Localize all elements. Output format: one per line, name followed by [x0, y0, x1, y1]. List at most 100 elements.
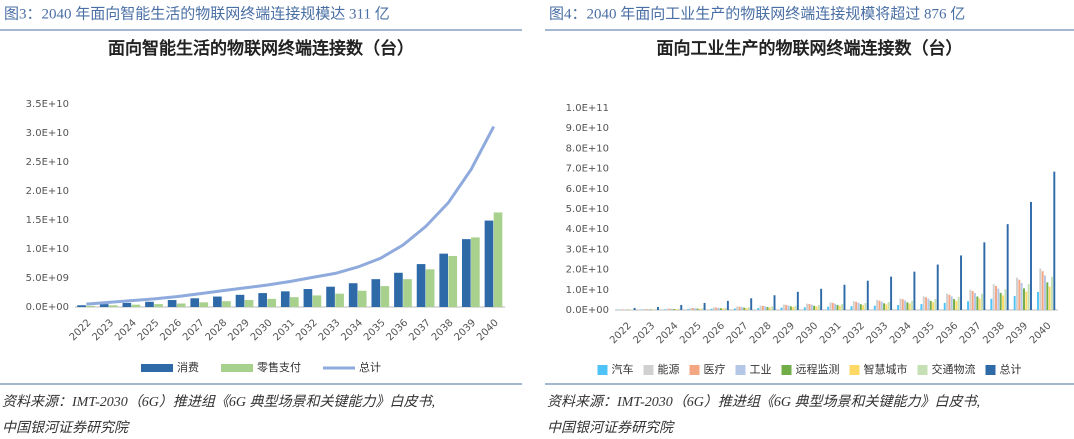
bar [864, 302, 867, 310]
x-tick-label: 2035 [362, 317, 388, 343]
bar [743, 307, 746, 310]
bar [416, 264, 426, 307]
bar [621, 309, 624, 310]
bar [768, 307, 771, 310]
x-tick-label: 2039 [1004, 320, 1030, 346]
bar [960, 255, 963, 310]
bar [335, 293, 344, 307]
legend-label: 远程监测 [796, 363, 840, 376]
bar [1018, 279, 1021, 310]
bar [831, 302, 834, 310]
legend-swatch [985, 365, 996, 375]
legend-label: 工业 [750, 363, 772, 376]
bar [1020, 282, 1023, 310]
bar [887, 302, 890, 310]
legend-swatch [849, 365, 860, 375]
bar [733, 308, 736, 310]
bar [953, 299, 956, 310]
legend-label: 医疗 [704, 362, 726, 376]
y-tick-label: 2.0E+10 [566, 265, 609, 276]
bar [176, 303, 186, 307]
x-tick-label: 2039 [453, 317, 479, 343]
bar [785, 304, 788, 310]
bar [885, 304, 888, 310]
bar [817, 304, 820, 310]
bar [1023, 288, 1025, 310]
x-tick-label: 2031 [271, 317, 297, 343]
y-tick-label: 8.0E+10 [566, 143, 609, 154]
x-tick-label: 2025 [136, 317, 162, 343]
bar [834, 303, 837, 310]
y-tick-label: 3.0E+10 [566, 244, 609, 255]
bar [995, 285, 997, 310]
bar [740, 307, 743, 310]
y-tick-label: 2.0E+10 [26, 186, 69, 197]
bar [880, 301, 883, 310]
bar [838, 305, 841, 310]
bar [1006, 224, 1009, 310]
bar [883, 303, 886, 310]
bar [787, 305, 790, 310]
bar [813, 305, 816, 310]
legend-label: 交通物流 [932, 362, 976, 376]
bar [878, 300, 881, 310]
bar [794, 305, 797, 310]
bar [911, 300, 914, 310]
x-tick-label: 2025 [678, 320, 704, 346]
bar [1013, 295, 1016, 310]
bar [796, 291, 799, 310]
legend-label: 零售支付 [257, 360, 301, 374]
bar [619, 309, 622, 310]
x-tick-label: 2033 [865, 320, 891, 346]
bar [1048, 286, 1051, 310]
x-tick-label: 2029 [771, 320, 797, 346]
bar [326, 286, 335, 307]
bar [371, 279, 381, 307]
bar [462, 239, 471, 307]
bar [967, 301, 969, 310]
bar [934, 299, 937, 310]
y-tick-label: 3.0E+10 [26, 128, 69, 139]
bar [766, 307, 769, 310]
bar [1030, 201, 1032, 310]
x-tick-label: 2036 [385, 317, 411, 343]
bar [992, 284, 995, 310]
bar [792, 306, 795, 310]
bar [843, 284, 846, 310]
y-tick-label: 1.0E+10 [26, 244, 69, 255]
bar [267, 298, 277, 307]
bar [244, 300, 254, 307]
bar [950, 296, 953, 310]
bar [701, 308, 704, 310]
bar [759, 305, 762, 310]
bar [213, 296, 222, 307]
bar [190, 298, 200, 307]
y-tick-label: 5.0E+09 [26, 273, 69, 284]
bar [403, 279, 412, 307]
bar [904, 300, 907, 310]
legend-swatch [689, 365, 700, 375]
bar [312, 295, 322, 307]
bar [493, 212, 503, 307]
bar [782, 304, 785, 310]
x-tick-label: 2024 [113, 317, 139, 343]
bar [666, 308, 669, 310]
bar [974, 293, 976, 310]
bar [1025, 291, 1028, 310]
x-tick-label: 2037 [407, 317, 433, 343]
y-tick-label: 5.0E+10 [566, 204, 609, 215]
bar [789, 306, 792, 310]
bar [448, 255, 458, 307]
bar [394, 272, 403, 307]
bar [920, 304, 923, 310]
y-tick-label: 6.0E+10 [566, 184, 609, 195]
legend-label: 总计 [1000, 362, 1022, 376]
bar [624, 309, 627, 310]
bar [691, 308, 694, 310]
bar [955, 300, 958, 310]
bar [761, 305, 764, 310]
legend-swatch [597, 365, 608, 375]
bar [976, 296, 979, 310]
bar [154, 304, 163, 307]
bar [710, 308, 713, 310]
